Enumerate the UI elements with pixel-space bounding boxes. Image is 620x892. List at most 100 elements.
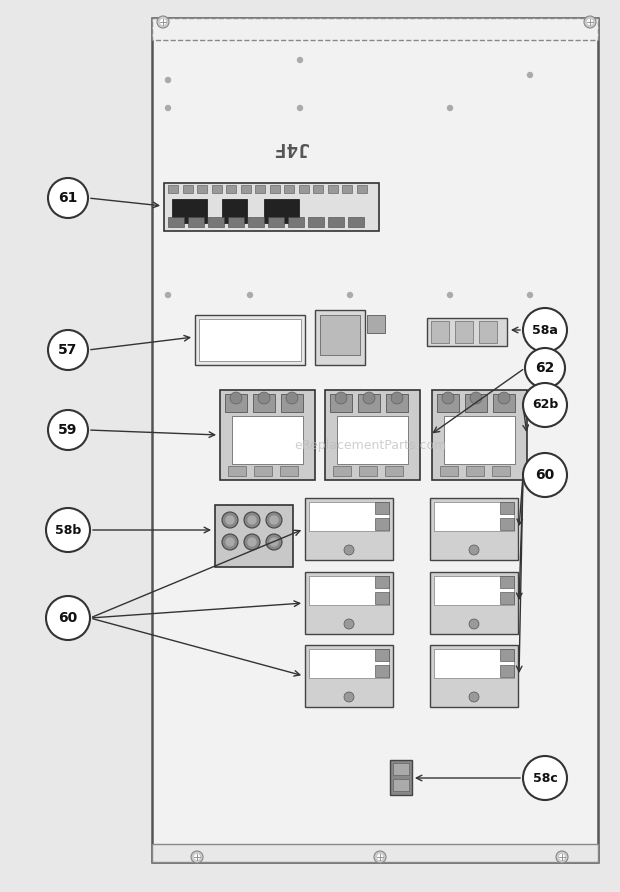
Circle shape — [560, 855, 564, 859]
Text: 59: 59 — [58, 423, 78, 437]
Circle shape — [523, 453, 567, 497]
FancyBboxPatch shape — [164, 183, 379, 231]
Circle shape — [469, 692, 479, 702]
FancyBboxPatch shape — [492, 466, 510, 476]
FancyBboxPatch shape — [466, 466, 484, 476]
Circle shape — [157, 16, 169, 28]
Circle shape — [344, 692, 354, 702]
FancyBboxPatch shape — [430, 645, 518, 707]
FancyBboxPatch shape — [430, 572, 518, 634]
FancyBboxPatch shape — [375, 502, 389, 514]
FancyBboxPatch shape — [440, 466, 458, 476]
FancyBboxPatch shape — [309, 576, 389, 605]
Text: 57: 57 — [58, 343, 78, 357]
Circle shape — [244, 512, 260, 528]
FancyBboxPatch shape — [455, 321, 473, 343]
FancyBboxPatch shape — [358, 394, 380, 412]
Text: 60: 60 — [536, 468, 555, 482]
Text: 62b: 62b — [532, 399, 558, 411]
Circle shape — [469, 545, 479, 555]
FancyBboxPatch shape — [434, 502, 514, 531]
FancyBboxPatch shape — [434, 576, 514, 605]
Circle shape — [195, 855, 200, 859]
FancyBboxPatch shape — [333, 466, 351, 476]
FancyBboxPatch shape — [228, 217, 244, 227]
Circle shape — [258, 392, 270, 404]
FancyBboxPatch shape — [375, 518, 389, 530]
FancyBboxPatch shape — [375, 649, 389, 661]
FancyBboxPatch shape — [220, 390, 315, 480]
FancyBboxPatch shape — [182, 185, 192, 193]
Circle shape — [222, 534, 238, 550]
FancyBboxPatch shape — [500, 665, 514, 677]
FancyBboxPatch shape — [327, 185, 337, 193]
FancyBboxPatch shape — [315, 310, 365, 365]
FancyBboxPatch shape — [359, 466, 377, 476]
FancyBboxPatch shape — [254, 466, 272, 476]
FancyBboxPatch shape — [444, 416, 515, 464]
Circle shape — [191, 851, 203, 863]
FancyBboxPatch shape — [270, 185, 280, 193]
FancyBboxPatch shape — [325, 390, 420, 480]
FancyBboxPatch shape — [500, 502, 514, 514]
FancyBboxPatch shape — [330, 394, 352, 412]
FancyBboxPatch shape — [385, 466, 403, 476]
FancyBboxPatch shape — [500, 592, 514, 604]
FancyBboxPatch shape — [313, 185, 323, 193]
FancyBboxPatch shape — [222, 199, 247, 223]
Circle shape — [266, 534, 282, 550]
Circle shape — [298, 105, 303, 111]
Circle shape — [498, 392, 510, 404]
Circle shape — [266, 512, 282, 528]
FancyBboxPatch shape — [386, 394, 408, 412]
Circle shape — [528, 72, 533, 78]
FancyBboxPatch shape — [434, 649, 514, 678]
FancyBboxPatch shape — [500, 518, 514, 530]
FancyBboxPatch shape — [248, 217, 264, 227]
FancyBboxPatch shape — [493, 394, 515, 412]
FancyBboxPatch shape — [320, 315, 360, 355]
Circle shape — [584, 16, 596, 28]
FancyBboxPatch shape — [281, 394, 303, 412]
FancyBboxPatch shape — [199, 319, 301, 361]
FancyBboxPatch shape — [225, 394, 247, 412]
FancyBboxPatch shape — [305, 645, 393, 707]
FancyBboxPatch shape — [500, 576, 514, 588]
Circle shape — [222, 512, 238, 528]
Circle shape — [347, 293, 353, 298]
Text: 58b: 58b — [55, 524, 81, 536]
Circle shape — [48, 330, 88, 370]
FancyBboxPatch shape — [375, 576, 389, 588]
Circle shape — [248, 538, 256, 546]
FancyBboxPatch shape — [393, 763, 409, 775]
FancyBboxPatch shape — [152, 18, 598, 40]
FancyBboxPatch shape — [284, 185, 294, 193]
FancyBboxPatch shape — [152, 18, 598, 862]
FancyBboxPatch shape — [226, 185, 236, 193]
FancyBboxPatch shape — [280, 466, 298, 476]
Circle shape — [523, 308, 567, 352]
FancyBboxPatch shape — [152, 844, 598, 862]
FancyBboxPatch shape — [255, 185, 265, 193]
FancyBboxPatch shape — [241, 185, 250, 193]
Text: 61: 61 — [58, 191, 78, 205]
Circle shape — [448, 105, 453, 111]
FancyBboxPatch shape — [309, 502, 389, 531]
Circle shape — [344, 619, 354, 629]
FancyBboxPatch shape — [390, 760, 412, 795]
FancyBboxPatch shape — [431, 321, 449, 343]
FancyBboxPatch shape — [298, 185, 309, 193]
Circle shape — [166, 78, 171, 82]
Circle shape — [523, 383, 567, 427]
Circle shape — [230, 392, 242, 404]
Circle shape — [166, 105, 171, 111]
Circle shape — [48, 178, 88, 218]
Text: 58a: 58a — [532, 324, 558, 336]
FancyBboxPatch shape — [305, 498, 393, 560]
Circle shape — [442, 392, 454, 404]
Text: 62: 62 — [535, 361, 555, 375]
FancyBboxPatch shape — [337, 416, 408, 464]
Circle shape — [470, 392, 482, 404]
Circle shape — [344, 545, 354, 555]
Circle shape — [469, 619, 479, 629]
